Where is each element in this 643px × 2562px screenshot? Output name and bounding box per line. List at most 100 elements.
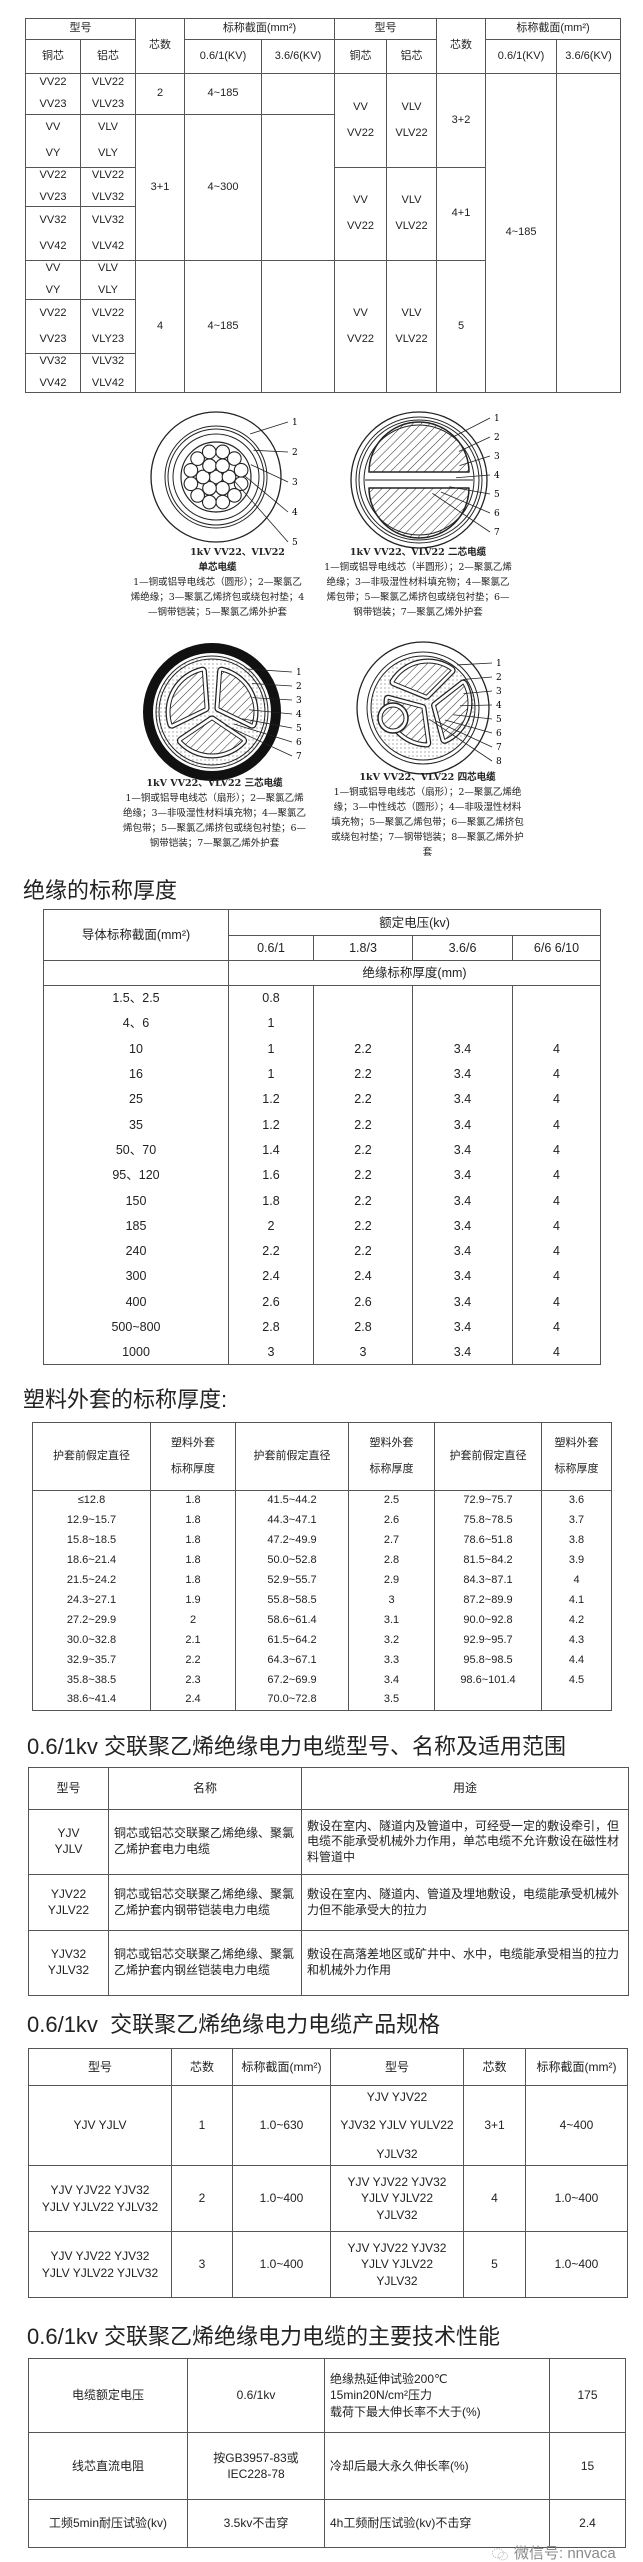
cell-model: YJV YJV22 YJV32 YJLV YJLV22 YJLV32 [330, 2231, 464, 2298]
cell-thickness: 1.6 [228, 1162, 314, 1188]
cell-thickness: 1.8 [150, 1510, 236, 1531]
cell-thickness: 3 [348, 1590, 435, 1611]
cell-aluminum: VLV32 VLV42 [80, 206, 136, 261]
cell-thickness: 3.4 [412, 1162, 513, 1188]
cell-thickness: 2.2 [313, 1111, 413, 1138]
cell-thickness: 1 [228, 1036, 314, 1062]
cell-thickness: 3.4 [412, 1339, 513, 1366]
cell-thickness: 4 [511, 1162, 602, 1188]
cell-copper: VV32 VV42 [25, 206, 81, 261]
header-section: 标称截面(mm²) [183, 18, 336, 40]
table-row: 24.3~27.1 1.9 55.8~58.5 3 87.2~89.9 4.1 [32, 1590, 612, 1611]
product-spec-table: 型号 芯数 标称截面(mm²) 型号 芯数 标称截面(mm²) YJV YJLV… [28, 2048, 628, 2298]
cell-test: 绝缘热延伸试验200℃ 15min20N/cm²压力 载荷下最大伸长率不大于(%) [324, 2358, 550, 2433]
cell-thickness [412, 1010, 513, 1037]
cell-diameter: 35.8~38.5 [32, 1670, 151, 1691]
cell-v1-right: 4~185 [485, 73, 558, 393]
cell-thickness: 4 [511, 1238, 602, 1264]
callout-line [463, 690, 493, 695]
table-row: YJV YJLV 铜芯或铝芯交联聚乙烯绝缘、聚氯乙烯护套电力电缆 敷设在室内、隧道内及… [28, 1809, 629, 1875]
callout-line [429, 719, 493, 762]
cell-use: 敷设在高落差地区或矿井中、水中，电缆能承受相当的拉力和机械外力作用 [301, 1930, 629, 1996]
cell-diameter: 30.0~32.8 [32, 1630, 151, 1651]
cell-section: 1.5、2.5 [43, 985, 229, 1011]
callout-line [233, 723, 293, 743]
cell-diameter: 81.5~84.2 [434, 1550, 542, 1571]
cell-v2 [260, 73, 336, 115]
cell-thickness: 4 [511, 1289, 602, 1315]
table-row: 12.9~15.7 1.8 44.3~47.1 2.6 75.8~78.5 3.7 [32, 1510, 612, 1531]
callout-line [457, 662, 493, 666]
cell-section: 95、120 [43, 1162, 229, 1188]
header-section: 标称截面(mm²) [525, 2048, 628, 2086]
cell-section: 4~400 [525, 2085, 628, 2166]
cell-thickness: 3.4 [412, 1061, 513, 1087]
cell-diameter: 18.6~21.4 [32, 1550, 151, 1571]
table-row: 400 2.6 2.6 3.4 4 [43, 1289, 602, 1315]
diagram-caption-single-core: 1kV VV22、VLV22 单芯电缆 1—铜或铝导电线芯（圆形）；2—聚氯乙烯… [130, 545, 305, 620]
cell-model: YJV YJV22 YJV32 YJLV YULV22 YJLV32 [330, 2085, 464, 2166]
header-diameter: 护套前假定直径 [235, 1422, 349, 1491]
cell-cores-right: 5 [436, 260, 487, 393]
cell-diameter: 50.0~52.8 [235, 1550, 349, 1571]
cell-thickness: 1.8 [150, 1530, 236, 1551]
conductor-sector [393, 662, 452, 696]
callout-label: 1 [496, 659, 502, 669]
cell-copper-right: VV VV22 [334, 167, 388, 261]
conductor-strand [215, 458, 230, 474]
callout-label: 4 [494, 471, 500, 481]
callout-label: 6 [296, 738, 302, 748]
header-model: 型号 [25, 18, 136, 40]
header-rated-voltage: 额定电压(kv) [227, 909, 602, 936]
cell-diameter: 24.3~27.1 [32, 1590, 151, 1611]
caption-title: 1kV VV22、VLV22 四芯电缆 [359, 772, 496, 783]
cell-v2 [260, 260, 336, 393]
callout-line [242, 718, 293, 729]
cell-diameter: 61.5~64.2 [235, 1630, 349, 1651]
cell-section: 4、6 [43, 1010, 229, 1037]
cell-section: 300 [43, 1263, 229, 1290]
cell-thickness: 2.8 [348, 1550, 435, 1571]
callout-label: 8 [496, 757, 502, 767]
cell-value: 0.6/1kv [187, 2358, 325, 2433]
table-row: 27.2~29.9 2 58.6~61.4 3.1 90.0~92.8 4.2 [32, 1610, 612, 1631]
table-row: VV32 VV42 VLV32 VLV42 [25, 206, 621, 261]
cell-thickness: 4.5 [541, 1670, 612, 1691]
cell-diameter: 44.3~47.1 [235, 1510, 349, 1531]
cell-thickness [313, 1010, 413, 1037]
cell-diameter: 27.2~29.9 [32, 1610, 151, 1631]
cell-thickness: 4 [511, 1137, 602, 1163]
cell-thickness: 4 [511, 1339, 602, 1366]
callout-line [440, 491, 491, 514]
cell-thickness: 2.8 [313, 1314, 413, 1340]
conductor-strand [202, 458, 217, 474]
callout-label: 7 [496, 743, 502, 753]
cell-thickness: 2.4 [313, 1263, 413, 1290]
callout-label: 4 [292, 508, 298, 518]
callout-line [246, 668, 293, 673]
callout-label: 2 [296, 682, 302, 692]
cell-copper-right: VV VV22 [334, 260, 388, 393]
cell-thickness: 4 [511, 1213, 602, 1239]
cell-diameter: 64.3~67.1 [235, 1650, 349, 1671]
cell-model: YJV32 YJLV32 [28, 1930, 109, 1996]
cell-thickness: 3 [228, 1339, 314, 1366]
cell-copper: VV32 VV42 [25, 353, 81, 393]
table-row: VV22 VV23 VLV22 VLV23 2 4~185 VV VV22 VLV VL… [25, 73, 622, 393]
table-row: 21.5~24.2 1.8 52.9~55.7 2.9 84.3~87.1 4 [32, 1570, 612, 1591]
callout-line [455, 474, 491, 479]
cell-diameter: 15.8~18.5 [32, 1530, 151, 1551]
header-aluminum-right: 铝芯 [386, 39, 438, 74]
table-row: 16 1 2.2 3.4 4 [43, 1061, 602, 1087]
table-row: YJV YJV22 YJV32 YJLV YJLV22 YJLV32 2 1.0~40… [28, 2165, 628, 2232]
callout-line [459, 455, 491, 467]
conductor-sector [218, 670, 255, 725]
cell-diameter: ≤12.8 [32, 1490, 151, 1511]
header-thickness: 塑料外套 标称厚度 [541, 1422, 612, 1491]
cell-result: 2.4 [549, 2499, 626, 2548]
cell-cores: 3+1 [463, 2085, 526, 2166]
table-row: 185 2 2.2 3.4 4 [43, 1213, 602, 1239]
cell-diameter: 90.0~92.8 [434, 1610, 542, 1631]
cell-aluminum-right: VLV VLV22 [386, 260, 438, 393]
cell-thickness: 1.8 [150, 1570, 236, 1591]
